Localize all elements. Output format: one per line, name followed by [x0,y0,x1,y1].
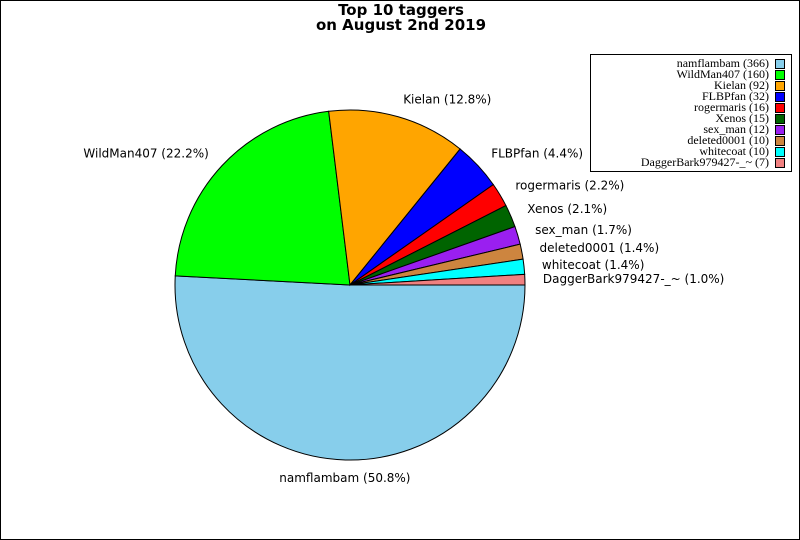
pie-slice-wildman407 [174,110,351,286]
legend-label: WildMan407 (160) [676,67,769,81]
legend-item-flbpfan: FLBPfan (32) [591,89,785,103]
legend-swatch [775,102,785,113]
legend-swatch [775,146,785,157]
legend-item-wildman407: WildMan407 (160) [591,67,785,81]
legend-item-xenos: Xenos (15) [591,111,785,125]
pie-slice-kielan [328,109,461,287]
pie-slice-daggerbark979427 [349,273,526,286]
legend-label: rogermaris (16) [694,100,769,114]
legend-swatch [775,80,785,91]
pie-label-daggerbark979427: DaggerBark979427-_~ (1.0%) [543,272,724,286]
pie-label-rogermaris: rogermaris (2.2%) [515,179,624,193]
legend-swatch [775,113,785,124]
chart-title-block: Top 10 taggers on August 2nd 2019 [1,3,800,33]
legend-label: sex_man (12) [703,122,769,136]
legend-item-kielan: Kielan (92) [591,78,785,92]
legend-item-sex-man: sex_man (12) [591,122,785,136]
legend-swatch [775,69,785,80]
legend-label: deleted0001 (10) [687,133,769,147]
legend-swatch [775,124,785,135]
legend-label: FLBPfan (32) [702,89,769,103]
legend-swatch [775,135,785,146]
chart-title: Top 10 taggers [338,1,464,19]
pie-slice-namflambam [174,275,526,461]
legend-swatch [775,58,785,69]
pie-label-deleted0001: deleted0001 (1.4%) [540,241,660,255]
legend-label: Xenos (15) [715,111,769,125]
legend-item-rogermaris: rogermaris (16) [591,100,785,114]
legend-label: DaggerBark979427-_~ (7) [640,155,769,169]
pie-labels: namflambam (50.8%) WildMan407 (22.2%) Kiel… [83,93,724,485]
pie-label-kielan: Kielan (12.8%) [403,93,491,107]
pie-label-whitecoat: whitecoat (1.4%) [542,258,645,272]
pie-label-wildman407: WildMan407 (22.2%) [83,146,208,160]
pie-label-xenos: Xenos (2.1%) [527,202,607,216]
chart-legend: namflambam (366) WildMan407 (160) Kielan (… [590,54,792,172]
legend-item-daggerbark979427: DaggerBark979427-_~ (7) [591,155,785,169]
pie-label-flbpfan: FLBPfan (4.4%) [491,146,583,160]
legend-swatch [775,91,785,102]
chart-subtitle: on August 2nd 2019 [315,16,487,34]
legend-swatch [775,157,785,168]
legend-item-deleted0001: deleted0001 (10) [591,133,785,147]
pie-slices [174,109,526,461]
pie-label-sex-man: sex_man (1.7%) [535,223,632,237]
legend-item-whitecoat: whitecoat (10) [591,144,785,158]
legend-item-namflambam: namflambam (366) [591,56,785,70]
legend-label: whitecoat (10) [699,144,769,158]
legend-label: Kielan (92) [714,78,769,92]
pie-label-namflambam: namflambam (50.8%) [279,471,410,485]
legend-label: namflambam (366) [676,56,769,70]
